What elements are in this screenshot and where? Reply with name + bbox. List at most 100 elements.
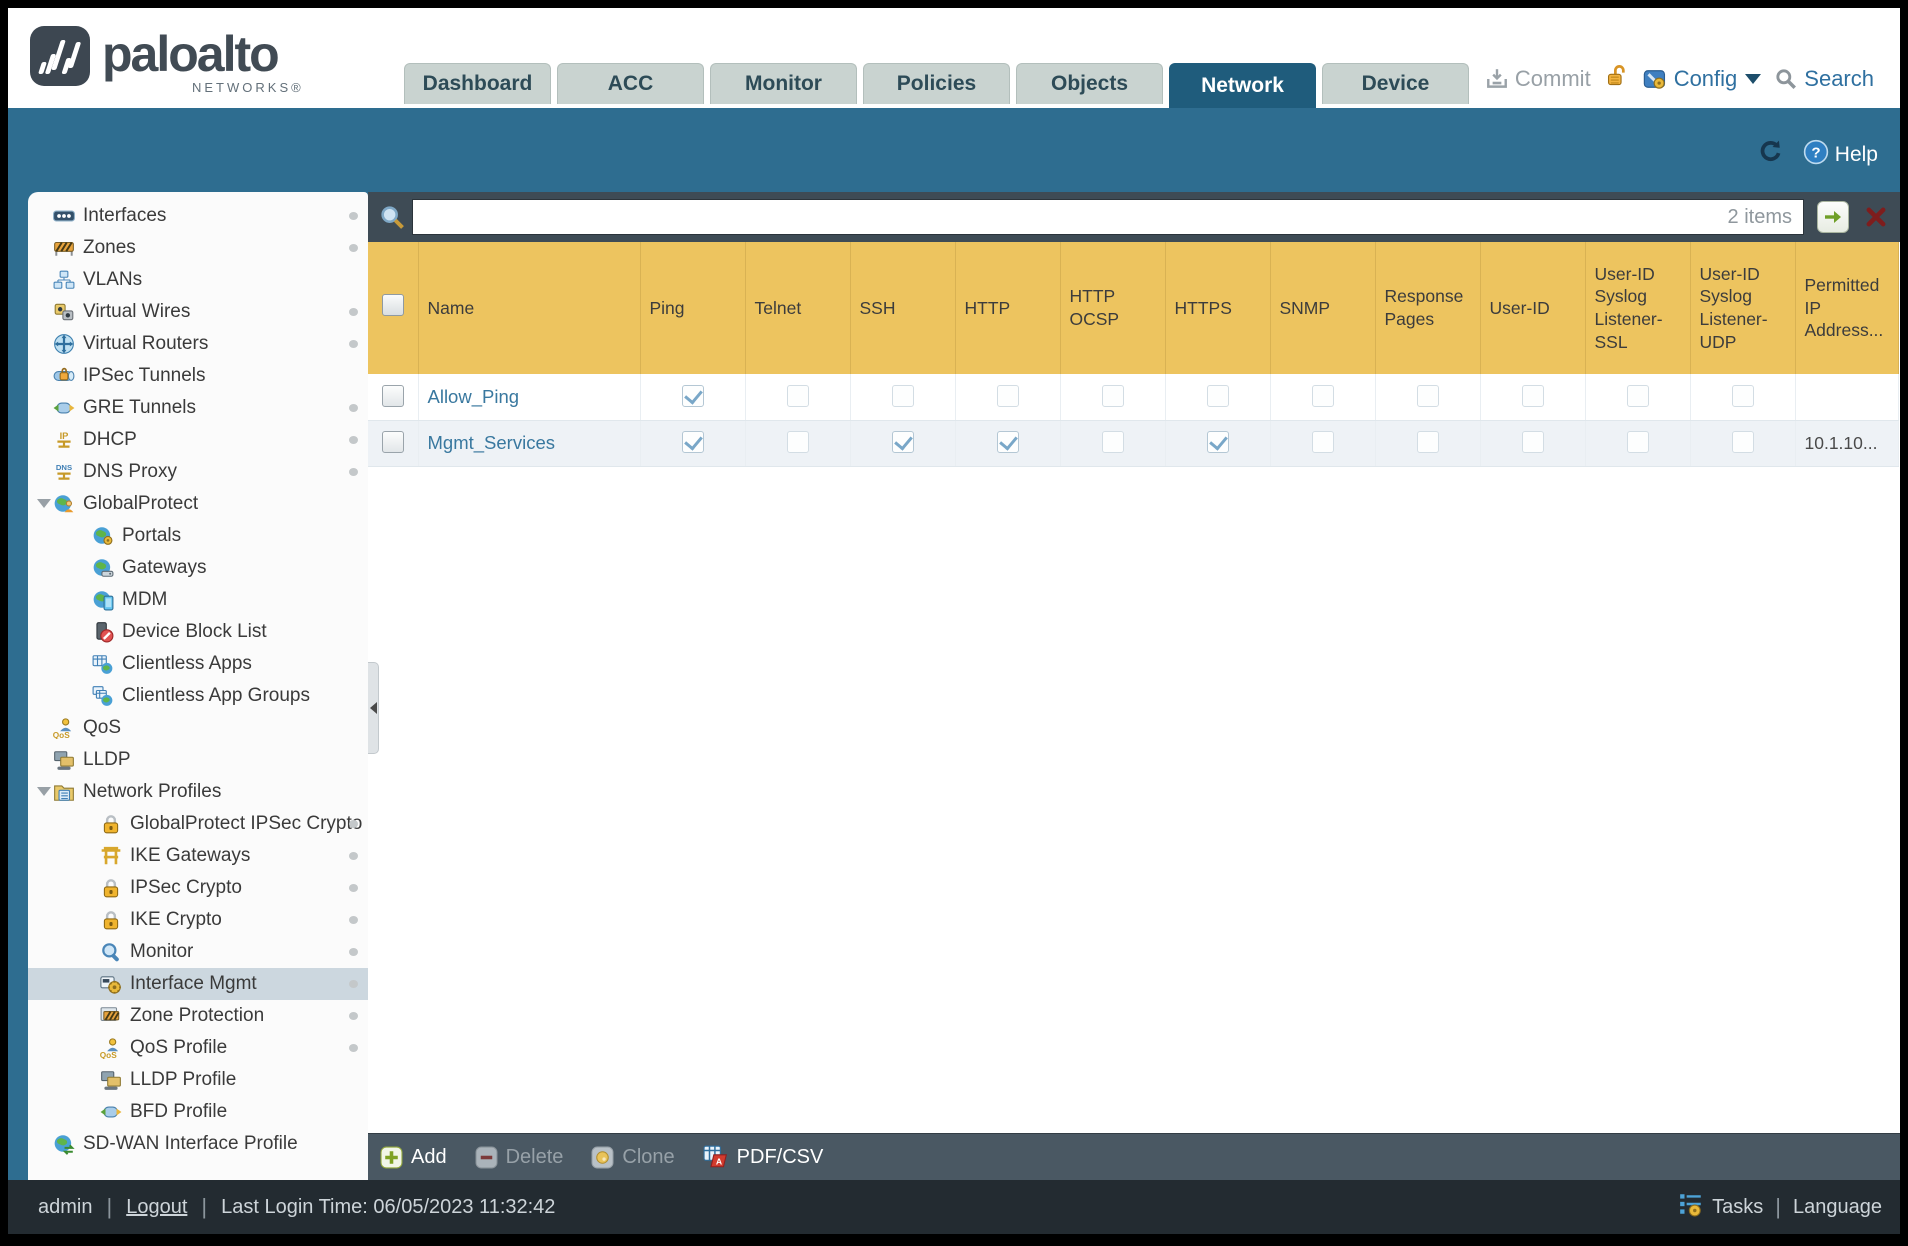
sidebar-item-label: Clientless App Groups <box>122 685 310 706</box>
tab-acc[interactable]: ACC <box>557 63 704 104</box>
clone-button: Clone <box>591 1146 675 1169</box>
sidebar-item-dhcp[interactable]: IP DHCP <box>28 424 368 456</box>
sidebar-item-network-profiles[interactable]: Network Profiles <box>28 776 368 808</box>
table-row-mgmt-services[interactable]: Mgmt_Services 10.1.10... <box>368 420 1899 467</box>
sidebar-item-clientless-apps[interactable]: Clientless Apps <box>28 648 368 680</box>
sidebar-item-portals[interactable]: Portals <box>28 520 368 552</box>
sidebar-item-virtual-routers[interactable]: Virtual Routers <box>28 328 368 360</box>
sidebar-collapse-handle[interactable] <box>368 662 379 754</box>
tasks-button[interactable]: Tasks <box>1678 1191 1763 1223</box>
snmp-checkbox <box>1311 384 1334 407</box>
sidebar-item-label: Clientless Apps <box>122 653 252 674</box>
last-login-time: Last Login Time: 06/05/2023 11:32:42 <box>221 1195 556 1218</box>
col-header-ping[interactable]: Ping <box>640 242 746 374</box>
http-checkbox <box>996 384 1019 407</box>
sidebar-item-monitor[interactable]: Monitor <box>28 936 368 968</box>
col-header-user-id-syslog-listener-ssl[interactable]: User-ID Syslog Listener-SSL <box>1585 242 1691 374</box>
permitted-ip-value: 10.1.10... <box>1804 432 1878 453</box>
sidebar-item-ipsec-tunnels[interactable]: IPSec Tunnels <box>28 360 368 392</box>
add-button[interactable]: Add <box>380 1146 447 1169</box>
sidebar-item-lldp[interactable]: LLDP <box>28 744 368 776</box>
sidebar-item-gre-tunnels[interactable]: GRE Tunnels <box>28 392 368 424</box>
sidebar-item-ipsec-crypto[interactable]: IPSec Crypto <box>28 872 368 904</box>
sidebar-item-label: Zones <box>83 237 136 258</box>
sidebar-item-clientless-app-groups[interactable]: Clientless App Groups <box>28 680 368 712</box>
sidebar-item-label: GlobalProtect <box>83 493 199 514</box>
sidebar-item-lldp-profile[interactable]: LLDP Profile <box>28 1064 368 1096</box>
sidebar-item-label: Virtual Wires <box>83 301 191 322</box>
language-button[interactable]: Language <box>1793 1195 1882 1218</box>
col-header-snmp[interactable]: SNMP <box>1270 242 1376 374</box>
sidebar-item-globalprotect[interactable]: GlobalProtect <box>28 488 368 520</box>
search-button[interactable]: Search <box>1774 66 1874 92</box>
config-menu[interactable]: Config <box>1642 66 1762 92</box>
sidebar-item-label: DNS Proxy <box>83 461 177 482</box>
sidebar-item-label: Interface Mgmt <box>130 973 257 994</box>
col-header-response-pages[interactable]: Response Pages <box>1375 242 1481 374</box>
gre-tunnels-icon <box>53 397 75 419</box>
col-header-user-id[interactable]: User-ID <box>1480 242 1586 374</box>
clear-filter-button[interactable] <box>1862 203 1890 231</box>
sidebar-item-device-block-list[interactable]: Device Block List <box>28 616 368 648</box>
help-icon[interactable]: ? <box>1803 139 1829 170</box>
select-all-checkbox[interactable] <box>381 294 404 317</box>
apply-filter-button[interactable] <box>1817 201 1849 233</box>
tab-dashboard[interactable]: Dashboard <box>404 63 551 104</box>
commit-button[interactable]: Commit <box>1485 66 1591 92</box>
sidebar-item-interfaces[interactable]: Interfaces <box>28 200 368 232</box>
row-select-checkbox[interactable] <box>381 431 404 453</box>
row-name-link[interactable]: Mgmt_Services <box>427 432 555 453</box>
sidebar-item-ike-crypto[interactable]: IKE Crypto <box>28 904 368 936</box>
sidebar-item-sd-wan-interface-profile[interactable]: SD-WAN Interface Profile <box>28 1128 368 1160</box>
sidebar-item-gateways[interactable]: Gateways <box>28 552 368 584</box>
col-header-ssh[interactable]: SSH <box>850 242 956 374</box>
sidebar-item-zones[interactable]: Zones <box>28 232 368 264</box>
sidebar-item-dns-proxy[interactable]: DNS DNS Proxy <box>28 456 368 488</box>
lock-icon[interactable] <box>1604 63 1629 94</box>
col-header-https[interactable]: HTTPS <box>1165 242 1271 374</box>
virtual-wires-icon <box>53 301 75 323</box>
sidebar-item-virtual-wires[interactable]: Virtual Wires <box>28 296 368 328</box>
expander-icon[interactable] <box>37 499 51 508</box>
commit-icon <box>1485 67 1509 91</box>
monitor-search-icon <box>100 941 122 963</box>
row-name-link[interactable]: Allow_Ping <box>427 385 520 407</box>
sidebar-item-vlans[interactable]: VLANs <box>28 264 368 296</box>
col-header-telnet[interactable]: Telnet <box>745 242 851 374</box>
help-label[interactable]: Help <box>1834 142 1878 166</box>
filter-search-icon <box>378 203 406 231</box>
sidebar-item-bfd-profile[interactable]: BFD Profile <box>28 1096 368 1128</box>
sidebar-item-qos[interactable]: QoS QoS <box>28 712 368 744</box>
col-header-permitted-ip-address[interactable]: Permitted IP Address... <box>1795 242 1899 374</box>
tab-objects[interactable]: Objects <box>1016 63 1163 104</box>
tab-label: Device <box>1361 72 1430 95</box>
drag-dot <box>349 1012 358 1020</box>
col-header-http[interactable]: HTTP <box>955 242 1061 374</box>
col-header-user-id-syslog-listener-udp[interactable]: User-ID Syslog Listener-UDP <box>1690 242 1796 374</box>
config-icon <box>1642 66 1668 92</box>
sidebar-item-ike-gateways[interactable]: IKE Gateways <box>28 840 368 872</box>
table-row-allow-ping[interactable]: Allow_Ping <box>368 374 1899 421</box>
col-header-name[interactable]: Name <box>418 242 641 374</box>
sidebar-item-zone-protection[interactable]: Zone Protection <box>28 1000 368 1032</box>
row-select-checkbox[interactable] <box>381 384 404 407</box>
zone-protection-icon <box>100 1005 122 1027</box>
logout-link[interactable]: Logout <box>126 1195 188 1218</box>
tab-monitor[interactable]: Monitor <box>710 63 857 104</box>
tab-network[interactable]: Network <box>1169 63 1316 108</box>
expander-icon[interactable] <box>37 787 51 796</box>
filter-input[interactable] <box>412 199 1804 235</box>
refresh-icon[interactable] <box>1757 138 1785 171</box>
tab-device[interactable]: Device <box>1322 63 1469 104</box>
sidebar-item-qos-profile[interactable]: QoS QoS Profile <box>28 1032 368 1064</box>
col-header-http-ocsp[interactable]: HTTP OCSP <box>1060 242 1166 374</box>
svg-text:IP: IP <box>60 431 69 441</box>
bottom-toolbar: Add Delete Clone A PDF/CSV <box>368 1133 1900 1180</box>
tab-policies[interactable]: Policies <box>863 63 1010 104</box>
clientless-app-groups-icon <box>92 685 114 707</box>
sidebar-item-label: IKE Crypto <box>130 909 222 930</box>
pdf-csv-button[interactable]: A PDF/CSV <box>703 1144 823 1170</box>
sidebar-item-interface-mgmt[interactable]: Interface Mgmt <box>28 968 368 1000</box>
sidebar-item-globalprotect-ipsec-crypto[interactable]: GlobalProtect IPSec Crypto <box>28 808 368 840</box>
sidebar-item-mdm[interactable]: MDM <box>28 584 368 616</box>
